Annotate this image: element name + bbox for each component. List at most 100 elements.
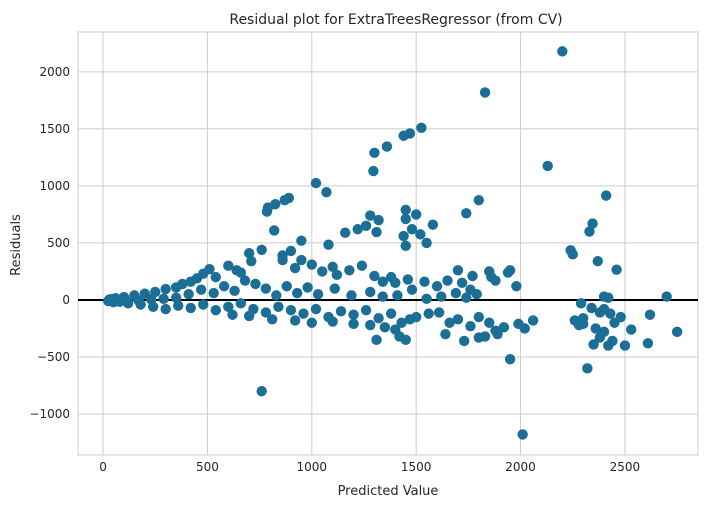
residual-point — [442, 275, 453, 286]
residual-point — [671, 326, 683, 338]
residual-point — [289, 315, 301, 326]
residual-point — [296, 254, 307, 266]
residual-point — [586, 302, 597, 314]
residual-point — [310, 177, 322, 189]
residual-point — [348, 318, 359, 330]
residual-point — [329, 283, 340, 294]
residual-point — [392, 290, 403, 301]
residual-point — [227, 309, 238, 320]
residual-point — [298, 308, 309, 319]
residual-point — [331, 269, 343, 281]
residual-point — [390, 324, 401, 335]
residual-point — [170, 282, 182, 293]
residual-point — [511, 281, 522, 292]
residual-point — [433, 307, 445, 318]
residual-point — [112, 295, 123, 306]
residual-point — [400, 204, 411, 216]
residual-point — [594, 307, 606, 318]
residual-point — [542, 160, 553, 172]
residual-point — [210, 271, 221, 283]
y-axis-label: Residuals — [9, 214, 24, 276]
residual-point — [385, 308, 397, 319]
residual-point — [419, 276, 430, 287]
residual-point — [269, 225, 280, 236]
residual-point — [260, 283, 272, 294]
residual-point — [369, 147, 380, 159]
residual-point — [605, 308, 616, 319]
residual-point — [210, 304, 221, 316]
residual-point — [235, 267, 247, 278]
residual-point — [243, 247, 255, 259]
residual-point — [467, 270, 478, 282]
residual-point — [289, 262, 301, 274]
residual-point — [348, 309, 359, 320]
residual-point — [145, 294, 157, 305]
x-tick-label: 500 — [196, 460, 219, 474]
residual-point — [296, 235, 307, 246]
residual-point — [625, 324, 637, 335]
residual-point — [371, 334, 382, 346]
residual-point — [381, 141, 393, 152]
residual-point — [208, 287, 219, 299]
residual-point — [600, 190, 612, 201]
y-tick-label: 500 — [47, 236, 70, 250]
residual-point — [661, 291, 672, 302]
x-tick-label: 0 — [99, 460, 107, 474]
residual-point — [504, 354, 516, 365]
residual-point — [492, 328, 503, 340]
residual-point — [603, 292, 614, 303]
residual-point — [490, 275, 501, 286]
residual-point — [195, 284, 207, 295]
residual-point — [352, 224, 363, 235]
residual-point — [373, 214, 384, 226]
residual-point — [160, 303, 171, 315]
residual-point — [273, 301, 284, 312]
residual-point — [365, 286, 376, 298]
residual-point — [291, 287, 303, 299]
residual-point — [452, 265, 464, 276]
residual-point — [587, 218, 598, 229]
residual-point — [170, 292, 182, 303]
residual-point — [421, 237, 432, 249]
residual-point — [235, 298, 247, 309]
residual-point — [368, 165, 379, 177]
residual-point — [588, 339, 599, 350]
residual-point — [619, 340, 631, 351]
residual-point — [527, 315, 539, 326]
residual-point — [390, 277, 401, 289]
residual-point — [377, 291, 388, 302]
residual-point — [461, 208, 472, 219]
residual-point — [327, 316, 338, 327]
residual-point — [577, 312, 589, 324]
residual-point — [277, 254, 288, 266]
residual-point — [517, 429, 528, 440]
residual-point — [590, 323, 601, 334]
residual-point — [450, 287, 462, 299]
residual-point — [317, 266, 328, 277]
residual-point — [396, 317, 407, 328]
plot-background — [78, 32, 698, 455]
plot-frame — [77, 31, 699, 456]
residual-point — [402, 274, 414, 285]
residual-point — [575, 298, 587, 309]
residual-point — [410, 209, 422, 220]
residual-point — [584, 226, 595, 237]
y-tick-label: 1500 — [39, 122, 70, 136]
x-tick-label: 1000 — [297, 460, 328, 474]
residual-points — [103, 46, 683, 440]
residual-point — [415, 229, 426, 240]
residual-point — [261, 206, 273, 217]
residual-point — [223, 260, 234, 271]
residual-point — [373, 312, 384, 324]
residual-point — [120, 295, 132, 307]
residual-point — [398, 130, 409, 141]
residual-point — [473, 311, 485, 323]
y-tick-label: 1000 — [39, 179, 70, 193]
residual-point — [456, 277, 468, 289]
residual-point — [598, 326, 610, 338]
residual-point — [229, 285, 240, 297]
residual-point — [444, 317, 455, 328]
residual-point — [615, 311, 626, 323]
x-gridlines — [102, 32, 626, 455]
residual-point — [360, 304, 372, 316]
